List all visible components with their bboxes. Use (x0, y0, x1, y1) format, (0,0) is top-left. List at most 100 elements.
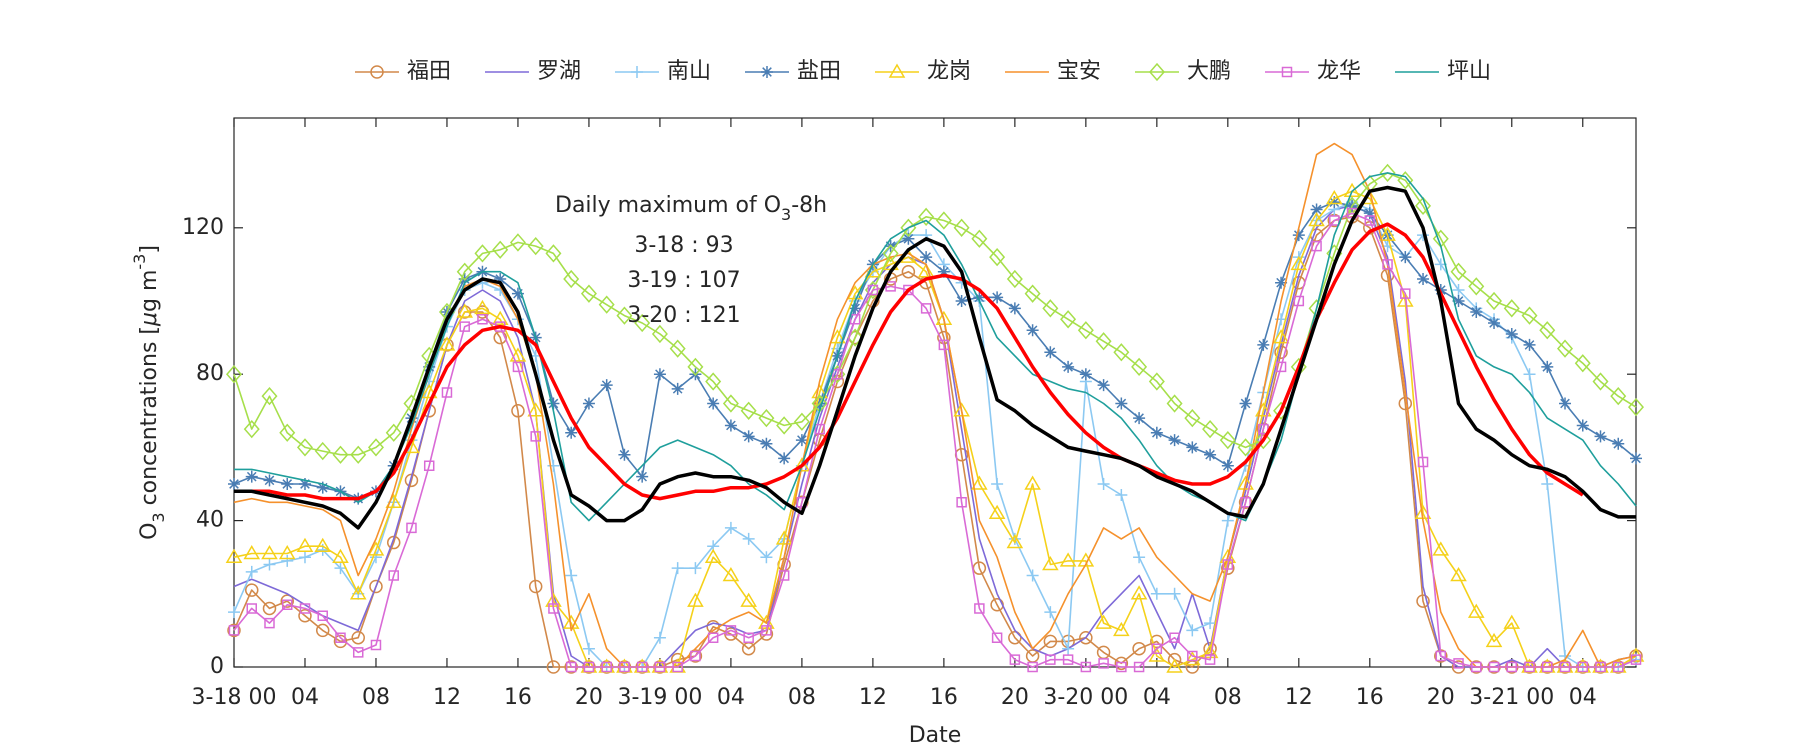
marker (317, 610, 328, 622)
text-part: μ (137, 312, 162, 327)
marker (672, 661, 683, 673)
y-axis-label: O3 concentrations [μg m-3] (130, 245, 168, 540)
marker (1559, 397, 1572, 410)
marker (793, 457, 811, 472)
marker (1595, 661, 1606, 673)
marker (298, 478, 311, 490)
marker (690, 650, 701, 662)
marker (1079, 368, 1092, 381)
marker (1328, 196, 1341, 209)
marker (1080, 661, 1092, 673)
marker (388, 570, 399, 581)
marker (1325, 190, 1343, 205)
marker (332, 445, 349, 464)
text-part: O (137, 523, 162, 540)
marker (1468, 277, 1485, 296)
marker (279, 423, 296, 442)
marker (244, 583, 259, 597)
marker (1095, 332, 1112, 351)
marker (1382, 259, 1393, 270)
marker (1024, 475, 1041, 490)
marker (512, 361, 524, 373)
marker (704, 548, 722, 563)
marker (246, 603, 257, 614)
x-axis-label: Date (909, 723, 962, 748)
marker (707, 397, 720, 410)
marker (1346, 207, 1358, 219)
marker (671, 382, 684, 395)
marker (1524, 661, 1535, 673)
marker (1239, 397, 1252, 410)
marker (1150, 426, 1163, 439)
marker (281, 554, 294, 567)
marker (264, 617, 275, 629)
y-tick-label: 80 (196, 361, 224, 386)
marker (1630, 654, 1642, 665)
marker (385, 423, 402, 442)
marker (243, 545, 261, 560)
marker (1630, 452, 1642, 465)
marker (333, 634, 348, 649)
marker (1311, 240, 1322, 252)
marker (918, 207, 935, 226)
marker (920, 251, 933, 264)
marker (1281, 66, 1293, 78)
marker (225, 548, 243, 563)
marker (1293, 295, 1305, 307)
marker (1133, 661, 1145, 673)
marker (1610, 387, 1627, 406)
x-tick-label: 3-18 00 (192, 685, 277, 710)
legend-label: 福田 (407, 59, 451, 84)
marker (546, 660, 561, 674)
marker (456, 262, 473, 281)
marker (937, 265, 950, 278)
marker (671, 562, 684, 575)
x-tick-label: 04 (291, 685, 319, 710)
marker (988, 504, 1006, 520)
marker (991, 632, 1003, 643)
text-part: 3 (781, 205, 791, 224)
legend-label: 坪山 (1447, 59, 1491, 84)
marker (1184, 408, 1201, 428)
marker (1415, 196, 1432, 215)
marker (1488, 316, 1501, 329)
marker (1204, 448, 1217, 461)
marker (1541, 360, 1554, 373)
marker (687, 592, 704, 607)
marker (1044, 606, 1057, 619)
marker (1488, 661, 1500, 673)
annotation-line: 3-18 : 93 (634, 233, 733, 258)
marker (1077, 321, 1094, 340)
legend-label: 龙华 (1317, 59, 1361, 84)
marker (565, 661, 577, 673)
marker (441, 387, 453, 398)
marker (885, 281, 896, 292)
marker (1184, 651, 1201, 666)
marker (705, 372, 722, 391)
marker (1363, 207, 1376, 220)
marker (332, 548, 349, 563)
text-part: -8h (791, 193, 827, 218)
marker (1024, 284, 1041, 303)
marker (760, 437, 773, 450)
marker (1006, 534, 1024, 549)
marker (1168, 434, 1181, 447)
marker (420, 384, 438, 399)
marker (1435, 650, 1447, 662)
marker (760, 551, 773, 564)
marker (619, 661, 630, 673)
marker (636, 470, 649, 483)
marker (1292, 229, 1305, 242)
marker (528, 579, 543, 594)
marker (298, 609, 312, 623)
marker (1169, 632, 1180, 643)
marker (1204, 654, 1216, 665)
annotation-line: 3-19 : 107 (627, 268, 740, 293)
marker (1379, 226, 1396, 241)
y-tick-label: 40 (196, 508, 224, 533)
marker (1097, 379, 1110, 392)
marker (563, 269, 580, 289)
marker (903, 284, 914, 296)
marker (261, 387, 278, 406)
marker (636, 661, 648, 673)
